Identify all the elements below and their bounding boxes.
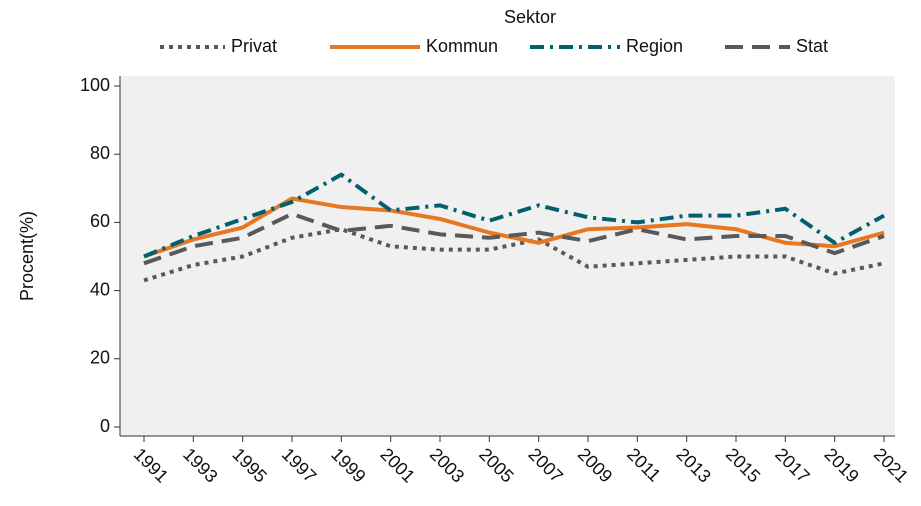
y-tick-label: 20 [90, 348, 110, 368]
x-tick-label: 2009 [574, 444, 616, 486]
x-tick-label: 2017 [771, 444, 813, 486]
y-tick-label: 100 [80, 75, 110, 95]
y-tick-label: 60 [90, 211, 110, 231]
x-tick-label: 2005 [475, 444, 517, 486]
series-line [143, 227, 885, 283]
y-axis-label: Procent(%) [17, 211, 37, 301]
x-tick-label: 1993 [179, 444, 221, 486]
y-tick-label: 0 [100, 416, 110, 436]
legend-title: Sektor [504, 7, 556, 27]
legend-label: Region [626, 36, 683, 56]
x-tick-label: 1997 [278, 444, 320, 486]
x-tick-label: 2001 [376, 444, 418, 486]
y-tick-label: 80 [90, 143, 110, 163]
x-tick-label: 2003 [426, 444, 468, 486]
legend-label: Kommun [426, 36, 498, 56]
x-tick-label: 1991 [130, 444, 172, 486]
series-line [143, 211, 885, 266]
x-tick-label: 1995 [228, 444, 270, 486]
y-tick-label: 40 [90, 279, 110, 299]
x-tick-label: 2007 [524, 444, 566, 486]
x-tick-label: 2019 [820, 444, 862, 486]
x-tick-label: 2013 [672, 444, 714, 486]
legend-label: Privat [231, 36, 277, 56]
x-tick-label: 2011 [623, 444, 665, 486]
x-tick-label: 2015 [722, 444, 764, 486]
x-tick-label: 1999 [327, 444, 369, 486]
legend-label: Stat [796, 36, 828, 56]
plot-area [120, 76, 895, 436]
x-tick-label: 2021 [870, 444, 912, 486]
